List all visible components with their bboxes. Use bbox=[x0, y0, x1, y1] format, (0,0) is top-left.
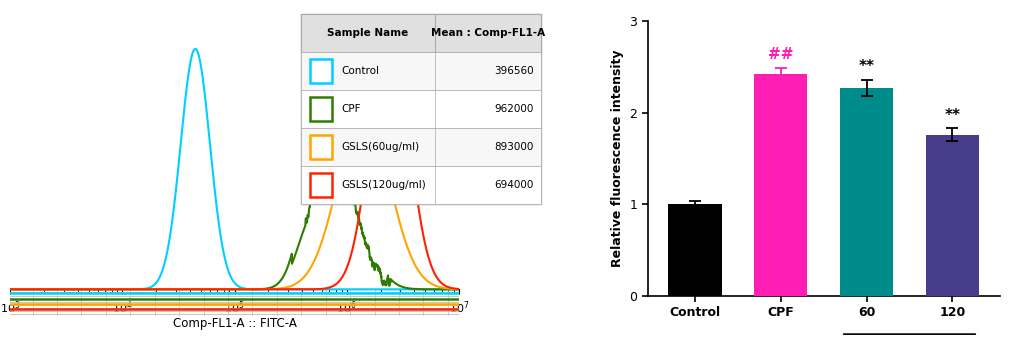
Text: ##: ## bbox=[767, 47, 793, 62]
Bar bbox=[753, 74, 807, 296]
Bar bbox=[301, 52, 540, 90]
Bar bbox=[10, 289, 459, 315]
Text: Mean : Comp-FL1-A: Mean : Comp-FL1-A bbox=[430, 28, 544, 38]
Text: **: ** bbox=[944, 108, 960, 123]
Bar bbox=[310, 172, 332, 197]
Text: Sample Name: Sample Name bbox=[327, 28, 409, 38]
Y-axis label: Relative fluorescence intensity: Relative fluorescence intensity bbox=[610, 50, 623, 267]
Bar bbox=[839, 88, 893, 296]
Text: GSLS(60ug/ml): GSLS(60ug/ml) bbox=[341, 142, 420, 152]
Text: 396560: 396560 bbox=[493, 66, 533, 76]
Bar bbox=[310, 134, 332, 159]
Bar bbox=[310, 96, 332, 121]
Bar bbox=[310, 58, 332, 83]
Text: 694000: 694000 bbox=[493, 180, 533, 190]
Bar bbox=[667, 204, 720, 296]
Text: Control: Control bbox=[341, 66, 379, 76]
Bar bbox=[301, 90, 540, 128]
Bar bbox=[301, 14, 540, 52]
Bar bbox=[301, 128, 540, 166]
X-axis label: Comp-FL1-A :: FITC-A: Comp-FL1-A :: FITC-A bbox=[172, 317, 297, 330]
Text: 893000: 893000 bbox=[493, 142, 533, 152]
Bar bbox=[925, 134, 978, 296]
Text: **: ** bbox=[858, 59, 873, 74]
Text: GSLS(120ug/ml): GSLS(120ug/ml) bbox=[341, 180, 426, 190]
Text: 962000: 962000 bbox=[493, 104, 533, 114]
Bar bbox=[301, 166, 540, 204]
Text: CPF: CPF bbox=[341, 104, 361, 114]
